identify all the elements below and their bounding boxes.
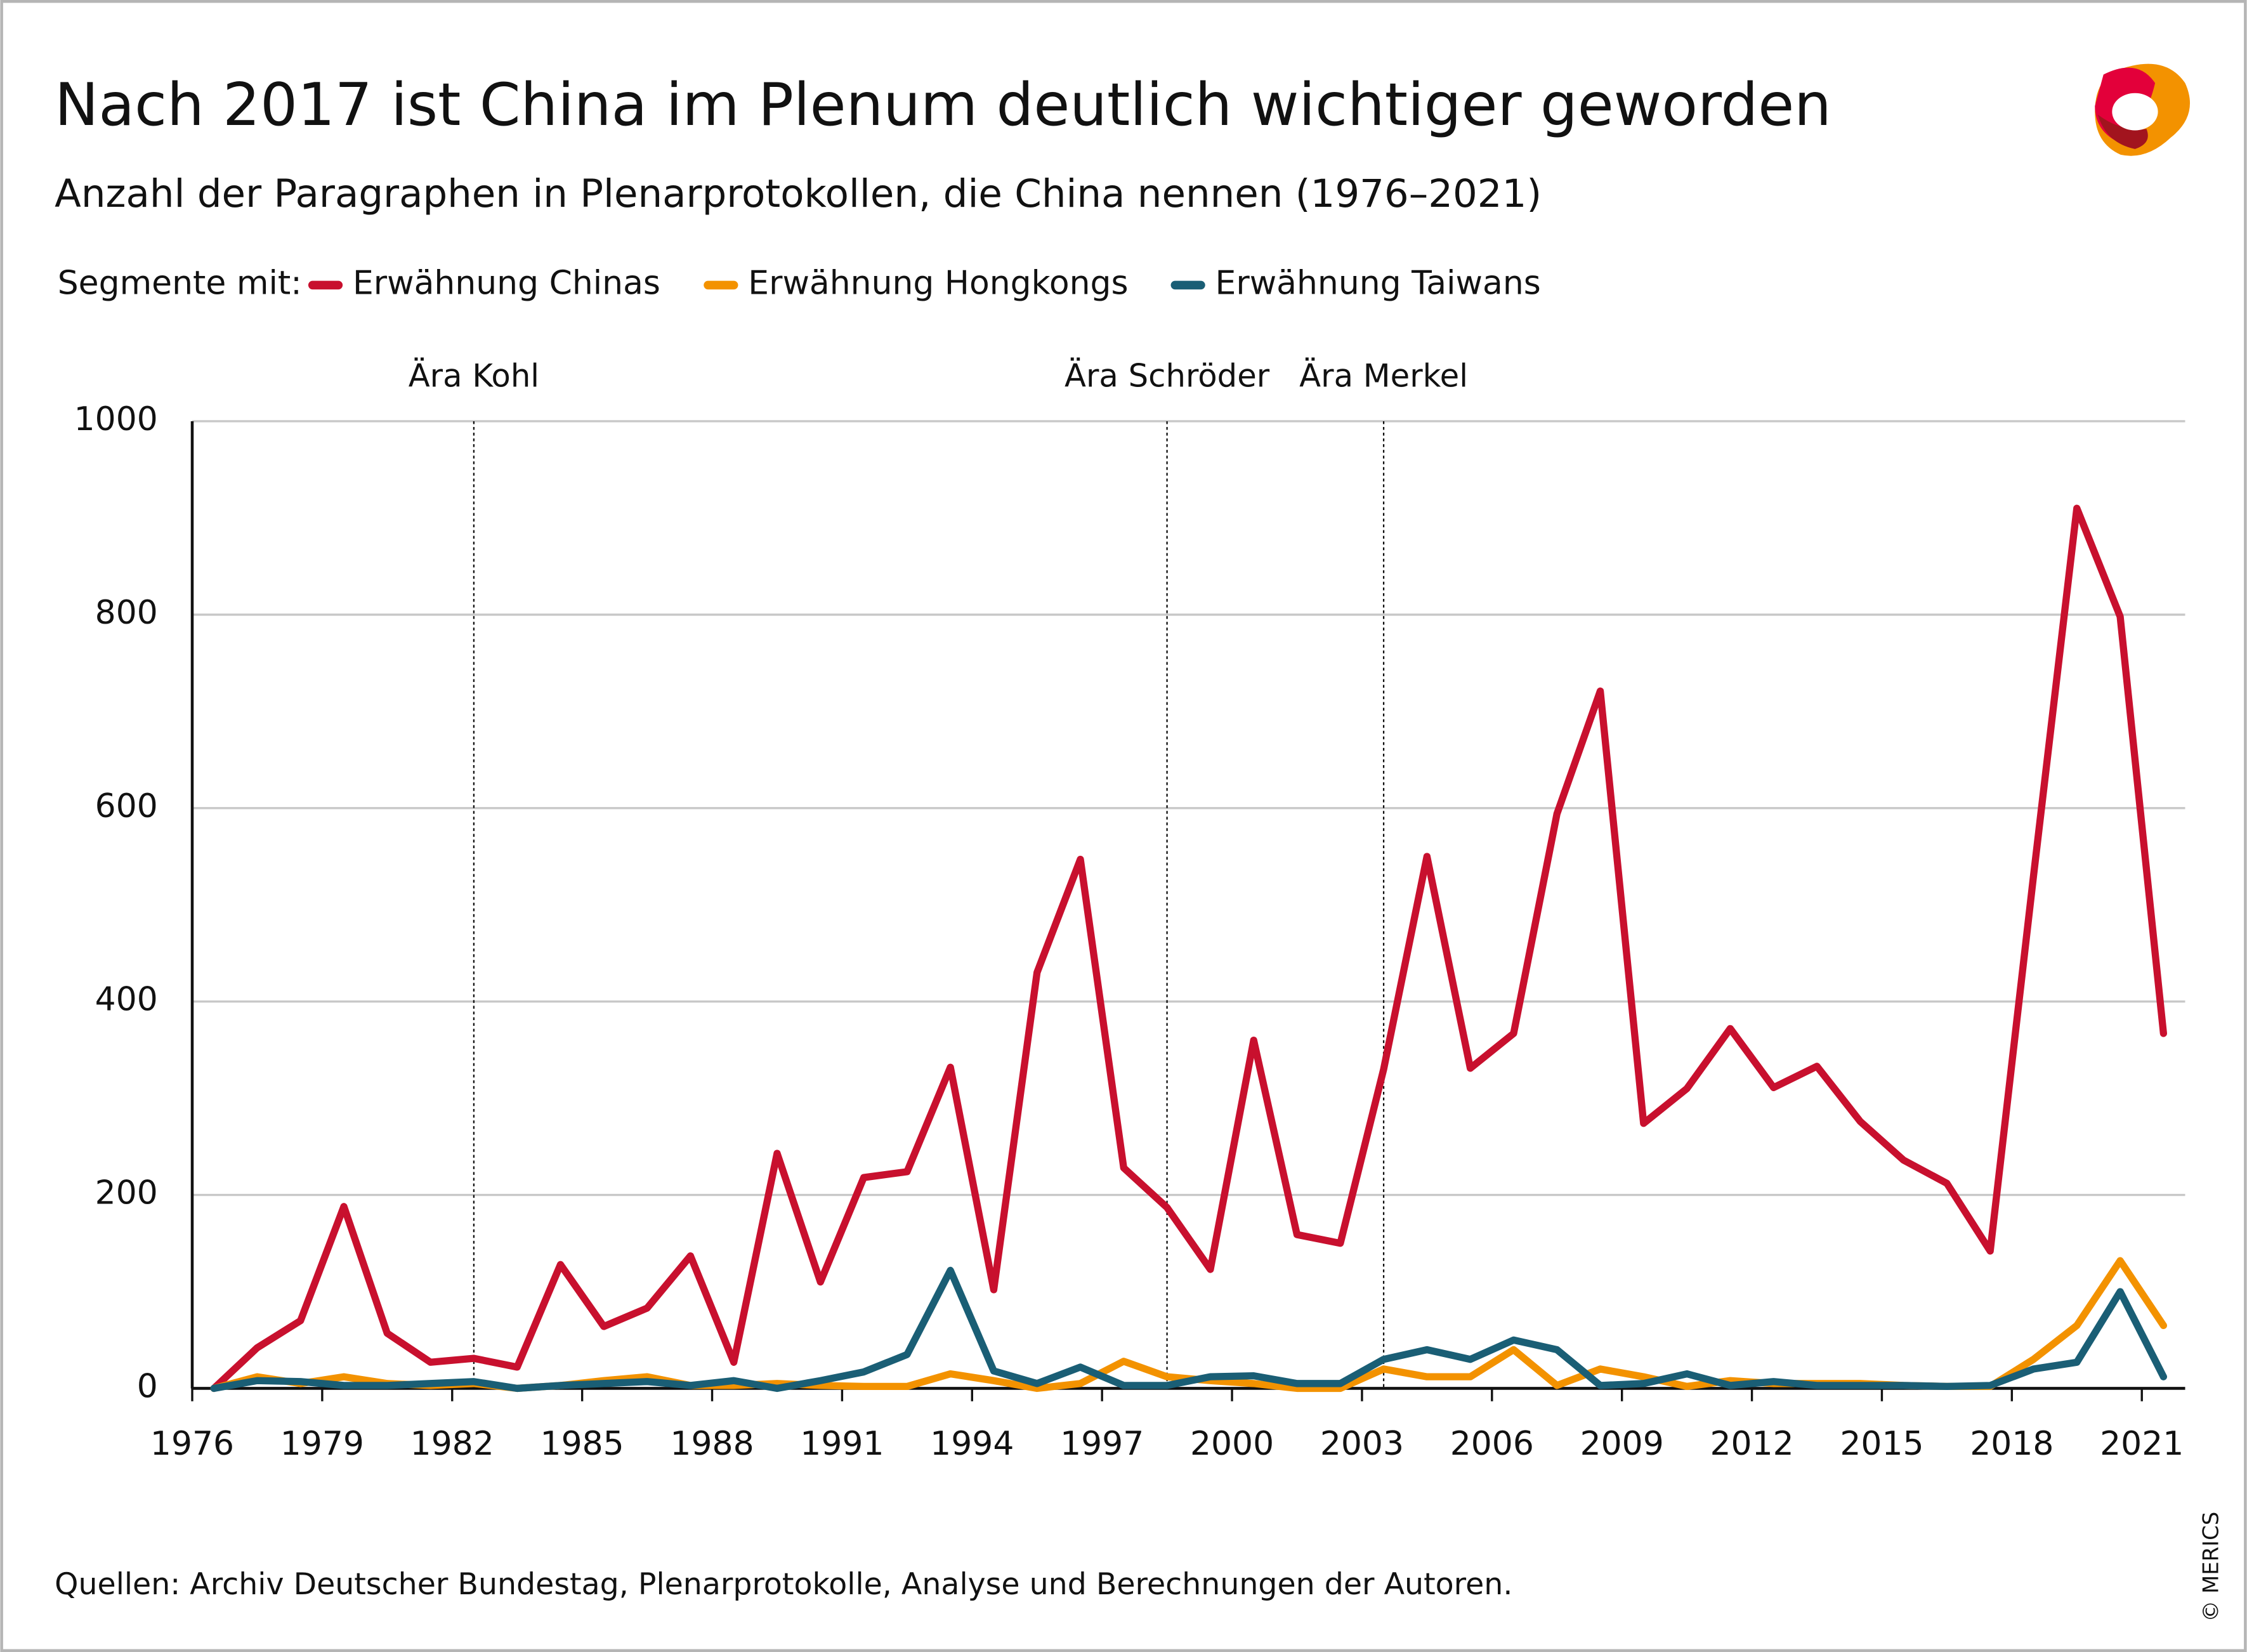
legend-label: Erwähnung Taiwans — [1215, 264, 1541, 302]
y-tick-label: 1000 — [74, 400, 158, 438]
y-tick-label: 400 — [95, 981, 158, 1019]
x-tick-label: 2021 — [2100, 1425, 2184, 1463]
source-note: Quellen: Archiv Deutscher Bundestag, Ple… — [55, 1567, 1512, 1602]
logo — [2095, 63, 2191, 156]
legend-label: Erwähnung Chinas — [353, 264, 660, 302]
x-tick-label: 2000 — [1190, 1425, 1274, 1463]
logo-shape — [2112, 93, 2158, 131]
y-tick-label: 200 — [95, 1174, 158, 1212]
x-tick-label: 1982 — [410, 1425, 494, 1463]
logo-shape — [2097, 114, 2148, 149]
x-tick-label: 1988 — [670, 1425, 754, 1463]
x-tick-label: 1979 — [280, 1425, 364, 1463]
copyright: © MERICS — [2198, 1512, 2223, 1622]
y-tick-label: 0 — [137, 1367, 158, 1405]
legend-label: Erwähnung Hongkongs — [748, 264, 1128, 302]
series-line — [210, 1266, 2168, 1393]
era-label: Ära Kohl — [409, 358, 539, 395]
x-tick-label: 1991 — [800, 1425, 884, 1463]
x-tick-label: 2003 — [1320, 1425, 1404, 1463]
x-tick-label: 2009 — [1580, 1425, 1664, 1463]
series-line — [210, 504, 2168, 1393]
x-tick-label: 2006 — [1450, 1425, 1534, 1463]
x-tick-label: 1997 — [1060, 1425, 1144, 1463]
x-tick-label: 1976 — [150, 1425, 234, 1463]
y-tick-label: 800 — [95, 594, 158, 632]
x-tick-label: 1985 — [540, 1425, 624, 1463]
chart-title: Nach 2017 ist China im Plenum deutlich w… — [55, 70, 1831, 139]
x-tick-label: 1994 — [930, 1425, 1014, 1463]
y-tick-label: 600 — [95, 787, 158, 825]
x-tick-label: 2015 — [1840, 1425, 1923, 1463]
era-label: Ära Schröder — [1065, 358, 1270, 395]
chart-subtitle: Anzahl der Paragraphen in Plenarprotokol… — [55, 171, 1542, 216]
x-tick-label: 2012 — [1710, 1425, 1793, 1463]
legend-title: Segmente mit: — [58, 264, 302, 302]
x-tick-label: 2018 — [1970, 1425, 2054, 1463]
era-label: Ära Merkel — [1299, 358, 1468, 395]
